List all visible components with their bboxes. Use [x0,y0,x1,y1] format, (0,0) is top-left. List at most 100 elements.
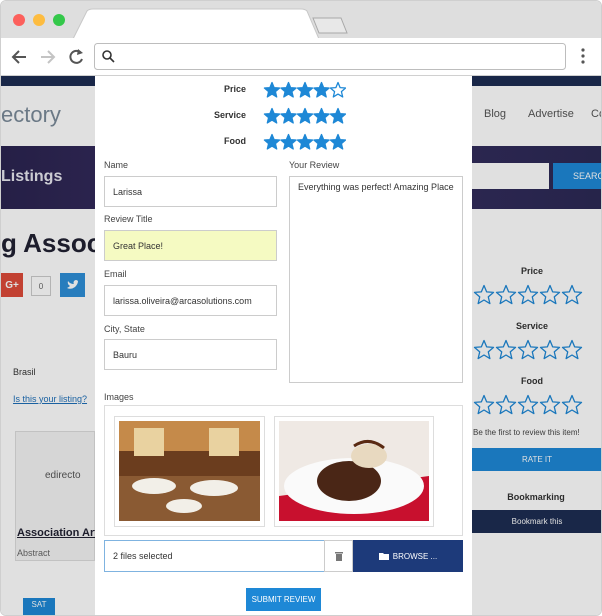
review-textarea[interactable]: Everything was perfect! Amazing Place [289,176,463,383]
close-button[interactable] [13,14,25,26]
search-input[interactable] [471,163,549,189]
star-filled [313,81,330,98]
field-label: Name [104,160,129,170]
star-filled [329,133,346,150]
star-filled [263,81,281,98]
star-filled [296,81,314,98]
files-input[interactable]: 2 files selected [104,540,325,572]
field-label: Your Review [289,160,340,170]
minimize-button[interactable] [33,14,45,26]
star-empty [329,81,346,98]
star-empty [561,394,583,415]
google-share[interactable]: G+ [1,273,23,297]
maximize-button[interactable] [53,14,65,26]
star-filled [296,107,314,124]
menu-dot[interactable] [581,60,585,64]
image-thumbnail[interactable] [114,416,265,527]
field-label: Email [104,269,127,279]
nav-link[interactable]: Advertise [528,108,574,120]
star-empty [561,339,583,360]
address-bar[interactable] [94,43,566,70]
twitter-icon [66,280,80,289]
star-empty [517,339,539,360]
star-filled [313,133,330,150]
card-title[interactable]: Association Art [17,527,98,539]
rate-button[interactable]: RATE IT [471,448,601,471]
menu-dot[interactable] [581,48,585,52]
star-empty [539,394,561,415]
field-label: Images [104,392,134,402]
browse-button[interactable]: BROWSE ... [353,540,463,572]
listing-card[interactable] [15,431,95,561]
city-input[interactable]: Bauru [104,339,277,370]
rating-inputs: Price Service Food [95,76,472,156]
rating-label: Service [515,321,549,331]
star-empty [517,394,539,415]
star-filled [280,81,297,98]
rating-label: Food [521,376,543,386]
sidebar: Price Service Food [471,246,601,546]
email-input[interactable]: larissa.oliveira@arcasolutions.com [104,285,277,316]
rating-note: Be the first to review this item! [473,428,580,437]
day-badge: SAT [23,598,55,615]
rating-label: Service [213,110,246,120]
review-title-input[interactable]: Great Place! [104,230,277,261]
star-filled [329,107,346,124]
search-icon-handle [109,57,115,63]
card-category: Abstract [17,548,51,558]
field-label: City, State [104,324,145,334]
star-filled [280,133,297,150]
star-empty [539,284,561,305]
logo: ectory [1,102,61,127]
star-filled [263,133,281,150]
star-filled [280,107,297,124]
bookmark-title: Bookmarking [507,492,565,502]
bookmark-button[interactable]: Bookmark this [471,510,601,533]
rating-label: Price [223,84,246,94]
star-rating [263,81,346,98]
star-rating [263,107,346,124]
star-empty [561,284,583,305]
image-thumbnail[interactable] [274,416,434,527]
share-count: 0 [31,276,51,296]
twitter-share[interactable] [60,273,85,297]
search-button[interactable]: SEARC [553,163,601,189]
name-input[interactable]: Larissa [104,176,277,207]
star-rating [473,284,583,305]
card-logo: edirecto [45,470,81,481]
new-tab[interactable] [312,17,348,34]
star-empty [495,284,517,305]
star-empty [495,339,517,360]
browse-label: BROWSE ... [392,551,438,561]
browser-chrome [1,1,601,76]
image-preview-box [104,405,463,536]
star-empty [517,284,539,305]
rating-label: Price [520,266,544,276]
search-icon [102,50,112,60]
review-modal: Price Service Food Name Larissa Review Tit… [95,76,472,615]
menu-dot[interactable] [581,54,585,58]
rating-label: Food [224,136,246,146]
hero-title: Listings [1,168,63,185]
star-empty [539,339,561,360]
active-tab[interactable] [72,8,320,40]
star-rating [473,339,583,360]
star-empty [473,394,495,415]
nav-link[interactable]: Blog [484,108,507,120]
back-button[interactable] [11,50,26,64]
star-filled [296,133,314,150]
nav-link[interactable]: Co [591,108,601,120]
star-empty [495,394,517,415]
star-filled [263,107,281,124]
trash-icon [334,551,343,561]
field-label: Review Title [104,214,153,224]
submit-button[interactable]: SUBMIT REVIEW [246,588,321,611]
remove-files-button[interactable] [324,540,353,572]
reload-arrow [77,49,83,55]
claim-link[interactable]: Is this your listing? [13,394,88,404]
forward-button[interactable] [41,50,56,64]
listing-title: g Associ [1,228,109,258]
star-filled [313,107,330,124]
